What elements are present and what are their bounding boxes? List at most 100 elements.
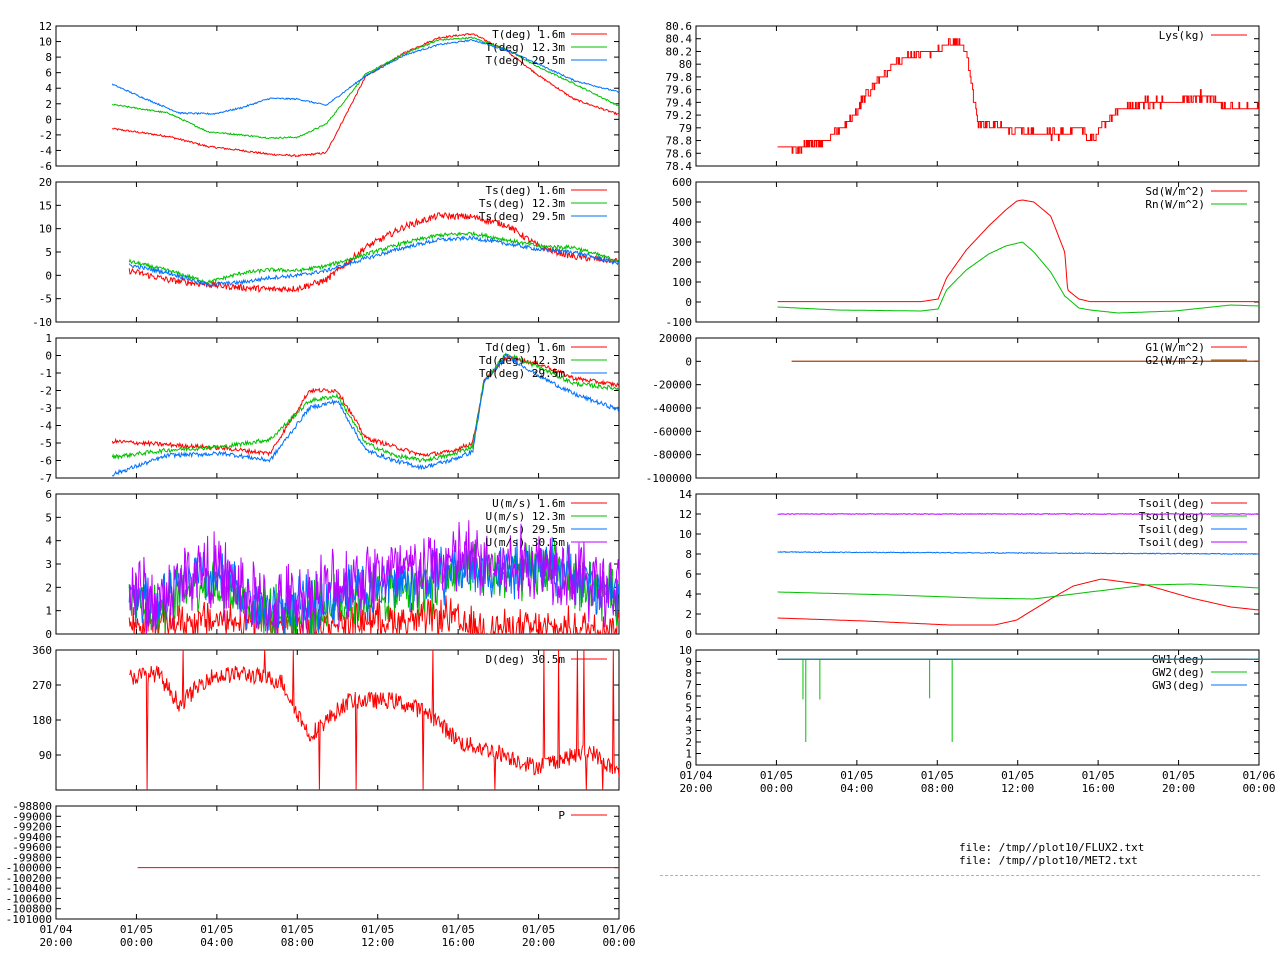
y-tick-label: 20 <box>39 176 52 189</box>
y-tick-label: -2 <box>39 129 52 142</box>
y-tick-label: 10 <box>39 36 52 49</box>
y-tick-label: 10 <box>39 223 52 236</box>
legend-label: Ts(deg) 1.6m <box>486 184 566 197</box>
y-tick-label: -99200 <box>12 821 52 834</box>
y-tick-label: 78.6 <box>666 147 693 160</box>
series-line <box>128 520 619 634</box>
x-tick-label: 20:00 <box>1162 782 1195 795</box>
y-tick-label: -6 <box>39 455 52 468</box>
series-line <box>777 513 1259 515</box>
series-line <box>128 212 619 293</box>
y-tick-label: 0 <box>685 628 692 641</box>
x-tick-label: 01/04 <box>39 923 72 936</box>
y-tick-label: 2 <box>685 608 692 621</box>
y-tick-label: -3 <box>39 402 52 415</box>
y-tick-label: 4 <box>45 535 52 548</box>
x-tick-label: 01/05 <box>921 769 954 782</box>
y-tick-label: 8 <box>685 667 692 680</box>
legend-label: GW3(deg) <box>1152 679 1205 692</box>
x-tick-label: 01/05 <box>1162 769 1195 782</box>
x-tick-label: 04:00 <box>840 782 873 795</box>
y-tick-label: 79.4 <box>666 96 693 109</box>
legend-label: Tsoil(deg) <box>1139 497 1205 510</box>
plot-lys: 80.680.480.28079.879.679.479.27978.878.6… <box>666 20 1260 173</box>
legend-label: U(m/s) 29.5m <box>486 523 566 536</box>
y-tick-label: 1 <box>45 605 52 618</box>
x-tick-label: 00:00 <box>602 936 635 949</box>
x-tick-label: 00:00 <box>760 782 793 795</box>
y-tick-label: 80.6 <box>666 20 693 33</box>
x-tick-label: 20:00 <box>679 782 712 795</box>
y-tick-label: 200 <box>672 256 692 269</box>
x-tick-label: 08:00 <box>281 936 314 949</box>
y-tick-label: 0 <box>685 759 692 772</box>
plot-frame <box>695 493 1260 635</box>
y-tick-label: 2 <box>45 98 52 111</box>
series-line <box>777 583 1259 600</box>
y-tick-label: -10 <box>32 316 52 329</box>
y-tick-label: 100 <box>672 276 692 289</box>
plot-tsoil: 14121086420Tsoil(deg)Tsoil(deg)Tsoil(deg… <box>679 488 1260 641</box>
y-tick-label: -100800 <box>6 903 52 916</box>
y-tick-label: 79 <box>679 122 692 135</box>
y-tick-label: 80 <box>679 58 692 71</box>
series-line <box>129 650 619 790</box>
plot-gw: 109876543210GW1(deg)GW2(deg)GW3(deg)01/0… <box>679 644 1276 795</box>
series-line <box>777 578 1259 626</box>
y-tick-label: -99400 <box>12 831 52 844</box>
y-tick-label: 270 <box>32 679 52 692</box>
y-tick-label: 2 <box>45 581 52 594</box>
y-tick-label: 80.4 <box>666 33 693 46</box>
y-tick-label: 3 <box>685 725 692 738</box>
y-tick-label: -99000 <box>12 810 52 823</box>
plot-frame <box>55 25 620 167</box>
series-line <box>128 235 619 288</box>
legend-label: G2(W/m^2) <box>1145 354 1205 367</box>
y-tick-label: 0 <box>45 113 52 126</box>
y-tick-label: 6 <box>685 568 692 581</box>
legend-label: Sd(W/m^2) <box>1145 185 1205 198</box>
y-tick-label: -100 <box>666 316 693 329</box>
y-tick-label: -100000 <box>6 862 52 875</box>
y-tick-label: 79.6 <box>666 84 693 97</box>
y-tick-label: -100200 <box>6 872 52 885</box>
x-tick-label: 12:00 <box>1001 782 1034 795</box>
y-tick-label: 500 <box>672 196 692 209</box>
y-tick-label: 5 <box>45 511 52 524</box>
y-tick-label: 300 <box>672 236 692 249</box>
y-tick-label: 600 <box>672 176 692 189</box>
y-tick-label: -6 <box>39 160 52 173</box>
y-tick-label: 4 <box>685 588 692 601</box>
legend-label: U(m/s) 12.3m <box>486 510 566 523</box>
plot-soilheat: 20000 0 -20000 -40000 -60000 -80000 -100000 G1(… <box>646 332 1260 485</box>
y-tick-label: 8 <box>685 548 692 561</box>
plot-frame <box>695 181 1260 323</box>
y-tick-label: 0 <box>685 355 692 368</box>
file-line-2: file: /tmp//plot10/MET2.txt <box>959 854 1138 867</box>
y-tick-label: 15 <box>39 199 52 212</box>
x-tick-label: 16:00 <box>442 936 475 949</box>
legend-label: G1(W/m^2) <box>1145 341 1205 354</box>
x-tick-label: 01/05 <box>281 923 314 936</box>
x-tick-label: 00:00 <box>1242 782 1275 795</box>
y-tick-label: 0 <box>45 628 52 641</box>
y-tick-label: 20000 <box>659 332 692 345</box>
legend-label: Td(deg) 1.6m <box>486 341 566 354</box>
plot-frame <box>55 805 620 920</box>
x-tick-label: 01/05 <box>522 923 555 936</box>
y-tick-label: -5 <box>39 293 52 306</box>
y-tick-label: 1 <box>45 332 52 345</box>
y-tick-label: -4 <box>39 144 53 157</box>
y-tick-label: -5 <box>39 437 52 450</box>
y-tick-label: 2 <box>685 736 692 749</box>
x-tick-label: 00:00 <box>120 936 153 949</box>
y-tick-label: -80000 <box>652 449 692 462</box>
x-tick-label: 08:00 <box>921 782 954 795</box>
y-tick-label: 10 <box>679 528 692 541</box>
y-tick-label: 12 <box>679 508 692 521</box>
legend-label: Td(deg) 12.3m <box>479 354 565 367</box>
legend-label: Lys(kg) <box>1159 29 1205 42</box>
y-tick-label: 0 <box>45 269 52 282</box>
